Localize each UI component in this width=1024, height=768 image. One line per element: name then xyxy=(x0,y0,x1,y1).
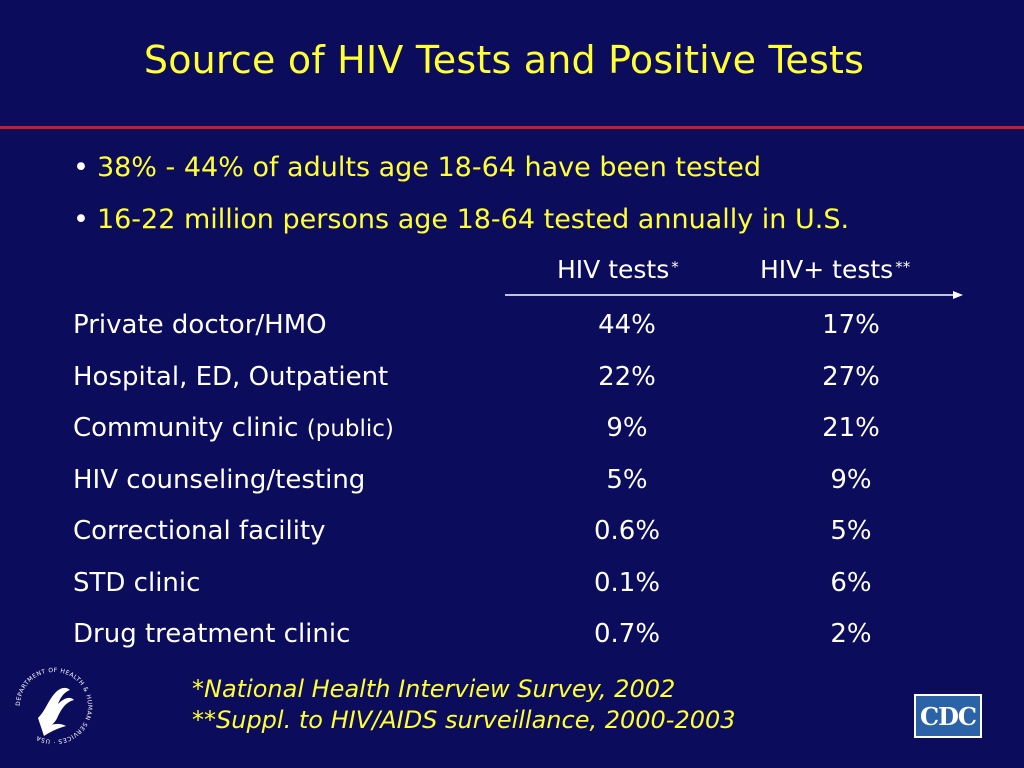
slide-title: Source of HIV Tests and Positive Tests xyxy=(143,38,865,82)
hiv-tests-value: 44% xyxy=(598,310,656,340)
footnote-mark: ** xyxy=(895,258,911,276)
table-row: HIV counseling/testing 5% 9% xyxy=(73,455,953,507)
row-label: STD clinic xyxy=(73,567,201,598)
hiv-positive-value: 2% xyxy=(830,619,872,649)
row-label: Community clinic (public) xyxy=(73,413,394,443)
bullet-item: • 16-22 million persons age 18-64 tested … xyxy=(73,194,849,246)
hiv-tests-value: 22% xyxy=(598,361,656,392)
row-label: Hospital, ED, Outpatient xyxy=(73,361,389,392)
hiv-tests-value: 9% xyxy=(606,413,648,443)
hhs-seal-icon: DEPARTMENT OF HEALTH & HUMAN SERVICES · … xyxy=(15,667,93,745)
footnotes: *National Health Interview Survey, 2002 … xyxy=(192,674,736,736)
row-label: Private doctor/HMO xyxy=(73,310,327,340)
hiv-positive-value: 21% xyxy=(822,413,880,443)
table-row: Community clinic (public) 9% 21% xyxy=(73,403,953,455)
source-table: Private doctor/HMO 44% 17% Hospital, ED,… xyxy=(73,300,953,661)
hiv-tests-value: 0.7% xyxy=(593,619,661,649)
header-arrow-icon xyxy=(505,291,963,299)
table-row: Drug treatment clinic 0.7% 2% xyxy=(73,609,953,661)
title-divider xyxy=(0,126,1024,129)
row-label: Drug treatment clinic xyxy=(73,619,351,649)
table-row: Hospital, ED, Outpatient 22% 27% xyxy=(73,352,953,404)
footnote: *National Health Interview Survey, 2002 xyxy=(192,675,676,703)
table-row: Correctional facility 0.6% 5% xyxy=(73,506,953,558)
footnote: **Suppl. to HIV/AIDS surveillance, 2000-… xyxy=(192,706,736,734)
hiv-tests-value: 0.1% xyxy=(593,567,661,598)
bullet-dot-icon: • xyxy=(73,152,89,183)
row-label: Correctional facility xyxy=(73,516,326,546)
cdc-logo: CDC xyxy=(914,694,982,738)
hiv-positive-value: 6% xyxy=(830,567,872,598)
hiv-positive-value: 5% xyxy=(830,516,872,546)
column-header-label: HIV tests xyxy=(557,255,670,284)
table-row: STD clinic 0.1% 6% xyxy=(73,558,953,610)
column-header-hiv-tests: HIV tests * xyxy=(557,255,679,284)
footnote-mark: * xyxy=(671,258,679,276)
hiv-tests-value: 0.6% xyxy=(593,516,661,546)
column-header-label: HIV+ tests xyxy=(760,255,894,284)
bullet-item: • 38% - 44% of adults age 18-64 have been… xyxy=(73,142,849,194)
bullet-text: 16-22 million persons age 18-64 tested a… xyxy=(96,204,850,235)
hiv-positive-value: 27% xyxy=(822,361,880,392)
hiv-positive-value: 9% xyxy=(830,464,872,495)
hiv-tests-value: 5% xyxy=(606,464,648,495)
column-header-hiv-positive-tests: HIV+ tests ** xyxy=(760,255,910,284)
row-label: HIV counseling/testing xyxy=(73,464,366,495)
table-row: Private doctor/HMO 44% 17% xyxy=(73,300,953,352)
bullet-text: 38% - 44% of adults age 18-64 have been … xyxy=(96,152,761,183)
hiv-positive-value: 17% xyxy=(822,310,880,340)
bullet-dot-icon: • xyxy=(73,204,89,235)
bullet-list: • 38% - 44% of adults age 18-64 have been… xyxy=(73,142,849,246)
